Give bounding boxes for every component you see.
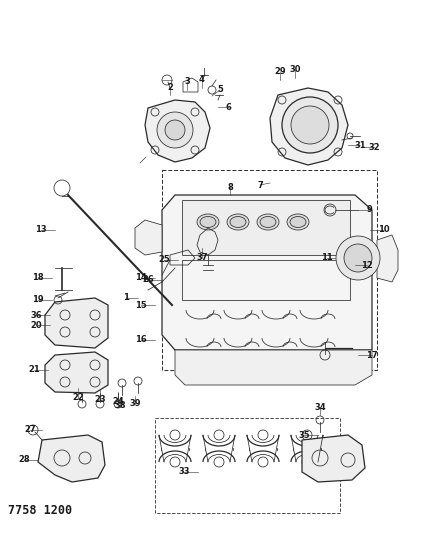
Text: 14: 14 [135, 273, 147, 282]
Text: 17: 17 [366, 351, 378, 359]
Polygon shape [145, 100, 210, 162]
Text: 38: 38 [114, 401, 126, 410]
Text: 2: 2 [167, 83, 173, 92]
Ellipse shape [200, 216, 216, 228]
Text: 26: 26 [142, 276, 154, 285]
Text: 10: 10 [378, 225, 390, 235]
Text: 12: 12 [361, 261, 373, 270]
Circle shape [344, 244, 372, 272]
Text: 33: 33 [178, 467, 190, 477]
Polygon shape [175, 350, 372, 385]
Circle shape [165, 120, 185, 140]
Text: 20: 20 [30, 320, 42, 329]
Polygon shape [302, 435, 365, 482]
Ellipse shape [287, 214, 309, 230]
Text: 37: 37 [196, 254, 208, 262]
Text: 1: 1 [123, 294, 129, 303]
Polygon shape [45, 298, 108, 348]
Polygon shape [377, 235, 398, 282]
Bar [182, 260, 350, 300]
Bar [182, 200, 350, 255]
Ellipse shape [260, 216, 276, 228]
Text: 32: 32 [368, 142, 380, 151]
Bar [162, 170, 377, 370]
Ellipse shape [227, 214, 249, 230]
Text: 28: 28 [18, 456, 30, 464]
Text: 21: 21 [28, 366, 40, 375]
Circle shape [336, 236, 380, 280]
Text: 30: 30 [289, 66, 301, 75]
Bar [155, 418, 340, 513]
Text: 4: 4 [199, 76, 205, 85]
Polygon shape [162, 195, 372, 350]
Text: 25: 25 [158, 255, 170, 264]
Circle shape [157, 112, 193, 148]
Text: 35: 35 [298, 431, 310, 440]
Polygon shape [270, 88, 348, 165]
Ellipse shape [290, 216, 306, 228]
Ellipse shape [230, 216, 246, 228]
Text: 8: 8 [227, 182, 233, 191]
Polygon shape [38, 435, 105, 482]
Text: 5: 5 [217, 85, 223, 94]
Text: 36: 36 [30, 311, 42, 319]
Polygon shape [135, 220, 162, 255]
Text: 27: 27 [24, 425, 36, 434]
Ellipse shape [257, 214, 279, 230]
Text: 24: 24 [112, 398, 124, 407]
Text: 31: 31 [354, 141, 366, 149]
Circle shape [291, 106, 329, 144]
Text: 18: 18 [32, 273, 44, 282]
Circle shape [282, 97, 338, 153]
Text: 6: 6 [225, 102, 231, 111]
Text: 13: 13 [35, 225, 47, 235]
Text: 19: 19 [32, 295, 44, 304]
Ellipse shape [197, 214, 219, 230]
Text: 7: 7 [257, 181, 263, 190]
Text: 22: 22 [72, 393, 84, 402]
Text: 39: 39 [129, 400, 141, 408]
Text: 9: 9 [367, 206, 373, 214]
Text: 7758 1200: 7758 1200 [8, 504, 72, 516]
Polygon shape [45, 352, 108, 393]
Text: 34: 34 [314, 402, 326, 411]
Text: 23: 23 [94, 395, 106, 405]
Text: 16: 16 [135, 335, 147, 344]
Text: 29: 29 [274, 68, 286, 77]
Text: 11: 11 [321, 254, 333, 262]
Text: 15: 15 [135, 301, 147, 310]
Text: 3: 3 [184, 77, 190, 86]
